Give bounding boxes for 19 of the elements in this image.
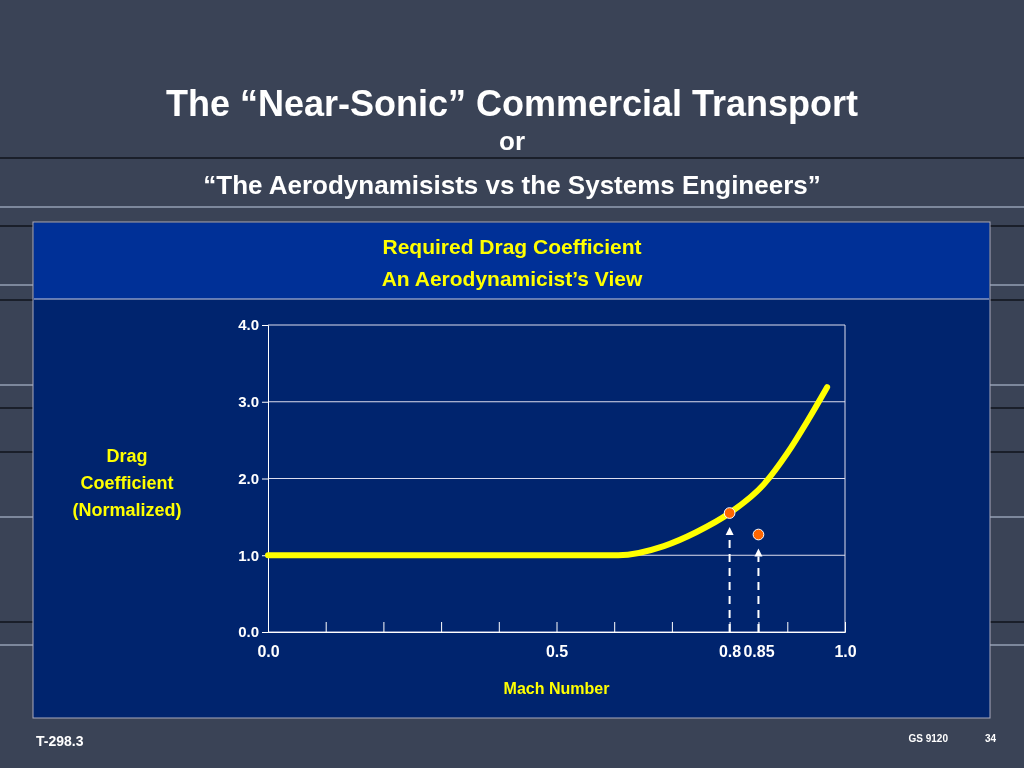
chart-title: Required Drag Coefficient An Aerodynamicist’s View xyxy=(381,235,643,290)
x-tick-label: 0.8 xyxy=(718,643,742,661)
text: GS 9120 xyxy=(908,733,949,744)
x-tick-label: 0.85 xyxy=(743,643,775,661)
text: 34 xyxy=(984,733,997,744)
y-tick-label: 2.0 xyxy=(238,469,259,487)
x-tick-label: 0.5 xyxy=(545,643,569,661)
text: “The Aerodynamisists vs the Systems Engineers” xyxy=(203,170,821,200)
x-tick-label: 1.0 xyxy=(834,643,857,661)
text: The “Near-Sonic” Commercial Transport xyxy=(165,83,859,124)
x-axis-title: Mach Number xyxy=(503,680,610,697)
text: T-298.3 xyxy=(36,733,84,749)
y-tick-label: 0.0 xyxy=(238,623,259,641)
x-tick-label: 0.0 xyxy=(257,643,280,661)
text: or xyxy=(499,126,525,156)
y-tick-label: 3.0 xyxy=(238,393,259,411)
y-tick-label: 1.0 xyxy=(238,546,259,564)
y-tick-label: 4.0 xyxy=(238,316,259,334)
y-axis-title: Drag Coefficient (Normalized) xyxy=(72,446,182,520)
